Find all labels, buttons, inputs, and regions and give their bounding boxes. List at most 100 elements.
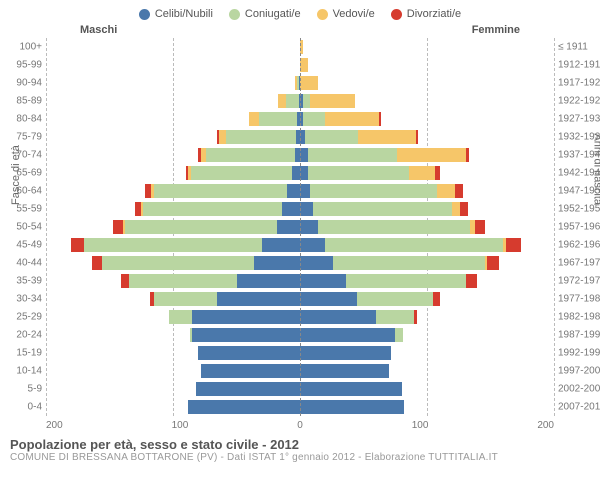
female-bar [300,272,477,290]
bar-segment [300,256,333,270]
female-bar [300,398,404,416]
male-bar [249,110,300,128]
female-bar [300,218,485,236]
bar-segment [92,256,102,270]
age-label: 20-24 [4,330,42,341]
bar-segment [466,274,476,288]
bar-segment [357,292,433,306]
age-label: 15-19 [4,348,42,359]
x-tick-label: 0 [297,420,303,431]
bar-segment [325,112,378,126]
center-gridline [300,38,301,416]
bar-segment [313,202,453,216]
bar-segment [310,184,437,198]
birth-year-label: 1922-1926 [558,96,600,107]
bar-segment [435,166,440,180]
bar-segment [277,220,300,234]
male-bar [121,272,300,290]
bar-segment [300,310,376,324]
male-bar [92,254,300,272]
legend: Celibi/NubiliConiugati/eVedovi/eDivorzia… [0,0,600,24]
female-bar [300,164,440,182]
side-headers: Maschi Femmine [0,24,600,38]
age-label: 100+ [4,42,42,53]
female-bar [300,344,391,362]
birth-year-label: 1977-1981 [558,294,600,305]
bar-segment [506,238,521,252]
age-label: 70-74 [4,150,42,161]
age-label: 65-69 [4,168,42,179]
bar-segment [300,292,357,306]
legend-label: Divorziati/e [407,8,461,20]
age-label: 60-64 [4,186,42,197]
plot-area: Fasce di età Anni di nascita 100+≤ 19119… [46,38,554,431]
bar-segment [300,238,325,252]
legend-item: Coniugati/e [229,8,301,20]
male-bar [150,290,300,308]
bar-segment [300,166,308,180]
birth-year-label: 1962-1966 [558,240,600,251]
female-bar [300,110,381,128]
female-bar [300,362,389,380]
female-bar [300,200,468,218]
female-bar [300,146,469,164]
bar-segment [300,382,402,396]
bar-segment [154,292,218,306]
bar-segment [237,274,301,288]
bar-segment [325,238,503,252]
female-bar [300,308,417,326]
bar-segment [433,292,439,306]
bar-segment [300,346,391,360]
bar-segment [416,130,419,144]
birth-year-label: 1927-1931 [558,114,600,125]
population-pyramid-chart: Celibi/NubiliConiugati/eVedovi/eDivorzia… [0,0,600,500]
legend-swatch [391,9,402,20]
legend-swatch [229,9,240,20]
x-axis: 2001000100200 [46,416,554,431]
female-bar [300,380,402,398]
age-label: 35-39 [4,276,42,287]
bar-segment [192,328,300,342]
female-bar [300,74,318,92]
female-bar [300,128,418,146]
birth-year-label: 1912-1916 [558,60,600,71]
bar-segment [300,76,318,90]
bar-segment [259,112,297,126]
birth-year-label: ≤ 1911 [558,42,600,53]
birth-year-label: 1967-1971 [558,258,600,269]
male-bar [113,218,300,236]
bar-segment [188,400,300,414]
male-bar [278,92,300,110]
bar-segment [282,202,300,216]
bar-segment [300,202,313,216]
age-label: 55-59 [4,204,42,215]
bar-segment [305,130,358,144]
bar-segment [292,166,300,180]
bar-segment [191,166,293,180]
female-bar [300,254,499,272]
birth-year-label: 1992-1996 [558,348,600,359]
header-left: Maschi [80,24,117,36]
chart-title: Popolazione per età, sesso e stato civil… [10,437,590,452]
bar-segment [409,166,434,180]
birth-year-label: 2007-2011 [558,402,600,413]
chart-subtitle: COMUNE DI BRESSANA BOTTARONE (PV) - Dati… [10,452,590,463]
bar-segment [249,112,259,126]
bar-segment [287,184,300,198]
bar-segment [318,220,470,234]
bar-segment [452,202,460,216]
x-tick-label: 100 [412,420,429,431]
bar-segment [196,382,300,396]
birth-year-label: 1947-1951 [558,186,600,197]
legend-label: Celibi/Nubili [155,8,213,20]
bar-segment [455,184,463,198]
bar-segment [300,148,308,162]
bar-segment [460,202,468,216]
male-bar [198,344,300,362]
birth-year-label: 1972-1976 [558,276,600,287]
female-bar [300,182,463,200]
age-label: 45-49 [4,240,42,251]
bar-segment [397,148,467,162]
bar-segment [487,256,500,270]
birth-year-label: 1952-1956 [558,204,600,215]
